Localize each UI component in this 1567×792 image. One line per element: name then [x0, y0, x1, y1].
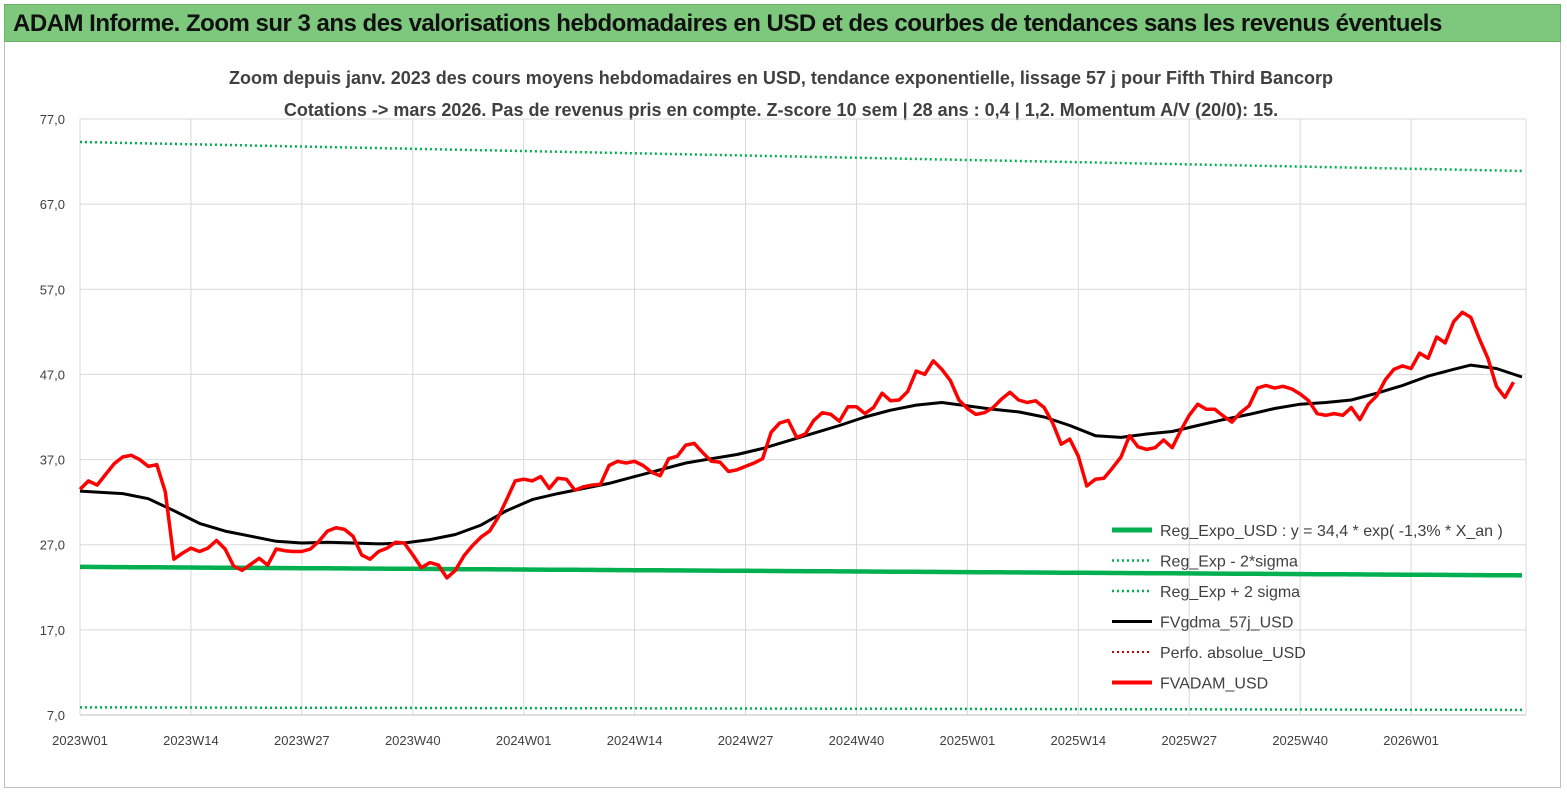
- reg-exp-minus-2sigma-line: [79, 706, 1522, 712]
- chart-title: Zoom depuis janv. 2023 des cours moyens …: [229, 68, 1333, 88]
- legend: Reg_Expo_USD : y = 34,4 * exp( -1,3% * X…: [1112, 523, 1503, 693]
- y-tick-label: 57,0: [40, 282, 65, 297]
- x-tick-label: 2023W40: [385, 733, 441, 748]
- y-tick-label: 47,0: [40, 367, 65, 382]
- x-tick-label: 2023W14: [163, 733, 219, 748]
- reg-exp-plus-2sigma-line: [79, 140, 1523, 173]
- y-tick-label: 27,0: [40, 538, 65, 553]
- legend-perfo-label: Perfo. absolue_USD: [1160, 645, 1306, 662]
- legend-fvadam-label: FVADAM_USD: [1160, 676, 1268, 693]
- report-header-bar: ADAM Informe. Zoom sur 3 ans des valoris…: [4, 4, 1561, 42]
- grid: [79, 118, 1527, 716]
- x-tick-label: 2023W27: [274, 733, 330, 748]
- y-axis: 77,0 67,0 57,0 47,0 37,0 27,0 17,0 7,0: [40, 112, 65, 723]
- x-tick-label: 2025W40: [1272, 733, 1328, 748]
- x-axis: 2023W01 2023W14 2023W27 2023W40 2024W01 2024W…: [52, 733, 1439, 748]
- x-tick-label: 2025W01: [940, 733, 996, 748]
- x-tick-label: 2024W14: [607, 733, 663, 748]
- legend-reg-minus-label: Reg_Exp - 2*sigma: [1160, 554, 1298, 571]
- y-tick-label: 77,0: [40, 112, 65, 127]
- x-tick-label: 2026W01: [1383, 733, 1439, 748]
- y-tick-label: 67,0: [40, 197, 65, 212]
- y-tick-label: 37,0: [40, 453, 65, 468]
- x-tick-label: 2025W14: [1050, 733, 1106, 748]
- y-tick-label: 7,0: [47, 708, 65, 723]
- x-tick-label: 2023W01: [52, 733, 108, 748]
- chart-area: Zoom depuis janv. 2023 des cours moyens …: [4, 42, 1561, 788]
- x-tick-label: 2025W27: [1161, 733, 1217, 748]
- report-title: ADAM Informe. Zoom sur 3 ans des valoris…: [13, 10, 1442, 37]
- x-tick-label: 2024W27: [718, 733, 774, 748]
- legend-reg-plus-label: Reg_Exp + 2 sigma: [1160, 584, 1300, 601]
- x-tick-label: 2024W40: [829, 733, 885, 748]
- reg-expo-usd-line: [80, 564, 1523, 578]
- chart-subtitle: Cotations -> mars 2026. Pas de revenus p…: [284, 100, 1278, 120]
- legend-reg-expo-label: Reg_Expo_USD : y = 34,4 * exp( -1,3% * X…: [1160, 523, 1503, 540]
- fvadam-usd-line: [78, 310, 1516, 580]
- y-tick-label: 17,0: [40, 623, 65, 638]
- price-trend-chart: Zoom depuis janv. 2023 des cours moyens …: [40, 68, 1527, 748]
- series-lines: [78, 140, 1523, 712]
- fvgdma-57j-line: [79, 363, 1523, 546]
- x-tick-label: 2024W01: [496, 733, 552, 748]
- legend-fvgdma-label: FVgdma_57j_USD: [1160, 615, 1293, 632]
